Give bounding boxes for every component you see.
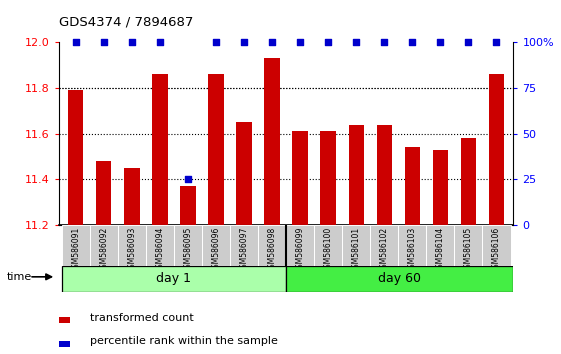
Text: GSM586099: GSM586099 (296, 227, 305, 273)
FancyBboxPatch shape (482, 225, 511, 266)
FancyBboxPatch shape (146, 225, 174, 266)
FancyBboxPatch shape (174, 225, 202, 266)
FancyBboxPatch shape (62, 225, 90, 266)
FancyBboxPatch shape (286, 266, 513, 292)
Text: GSM586096: GSM586096 (211, 227, 220, 273)
Point (99, 40, 108, 45)
Point (380, 40, 389, 45)
Text: GSM586103: GSM586103 (408, 227, 417, 273)
FancyBboxPatch shape (90, 225, 118, 266)
Bar (59, 317, 70, 323)
Bar (264, 58, 280, 225)
Text: percentile rank within the sample: percentile rank within the sample (90, 336, 278, 346)
Point (240, 40, 249, 45)
FancyBboxPatch shape (342, 225, 370, 266)
FancyBboxPatch shape (230, 225, 258, 266)
Point (296, 40, 305, 45)
Point (127, 40, 136, 45)
Bar (404, 147, 420, 225)
FancyBboxPatch shape (426, 225, 454, 266)
Text: GSM586094: GSM586094 (155, 227, 164, 273)
Point (324, 40, 333, 45)
Bar (59, 341, 70, 347)
FancyBboxPatch shape (370, 225, 398, 266)
Bar (208, 74, 224, 225)
Text: day 1: day 1 (157, 272, 191, 285)
Text: GDS4374 / 7894687: GDS4374 / 7894687 (59, 16, 194, 29)
Text: time: time (7, 272, 32, 282)
FancyBboxPatch shape (398, 225, 426, 266)
Bar (489, 74, 504, 225)
FancyBboxPatch shape (286, 225, 314, 266)
Text: GSM586106: GSM586106 (492, 227, 501, 273)
Bar (152, 74, 168, 225)
Bar (292, 131, 308, 225)
Text: GSM586095: GSM586095 (183, 227, 192, 273)
FancyBboxPatch shape (62, 266, 286, 292)
Point (436, 40, 445, 45)
Bar (68, 90, 84, 225)
FancyBboxPatch shape (258, 225, 286, 266)
Point (352, 40, 361, 45)
FancyBboxPatch shape (118, 225, 146, 266)
Point (492, 40, 501, 45)
Point (155, 40, 164, 45)
Point (464, 40, 473, 45)
Text: GSM586092: GSM586092 (99, 227, 108, 273)
Bar (376, 125, 392, 225)
Bar (236, 122, 252, 225)
Text: transformed count: transformed count (90, 313, 194, 323)
Text: GSM586100: GSM586100 (324, 227, 333, 273)
Bar (433, 150, 448, 225)
FancyBboxPatch shape (454, 225, 482, 266)
Bar (320, 131, 336, 225)
Text: GSM586091: GSM586091 (71, 227, 80, 273)
Point (183, 176, 192, 182)
Text: GSM586102: GSM586102 (380, 227, 389, 273)
FancyBboxPatch shape (202, 225, 230, 266)
Text: GSM586098: GSM586098 (268, 227, 277, 273)
Bar (124, 168, 140, 225)
Text: GSM586105: GSM586105 (464, 227, 473, 273)
Text: GSM586101: GSM586101 (352, 227, 361, 273)
Bar (348, 125, 364, 225)
Bar (461, 138, 476, 225)
Point (408, 40, 417, 45)
Point (268, 40, 277, 45)
Bar (180, 186, 196, 225)
Bar (96, 161, 112, 225)
Text: day 60: day 60 (378, 272, 421, 285)
FancyBboxPatch shape (314, 225, 342, 266)
Text: GSM586093: GSM586093 (127, 227, 136, 273)
Point (211, 40, 220, 45)
Text: GSM586104: GSM586104 (436, 227, 445, 273)
Text: GSM586097: GSM586097 (240, 227, 249, 273)
Point (71, 40, 80, 45)
